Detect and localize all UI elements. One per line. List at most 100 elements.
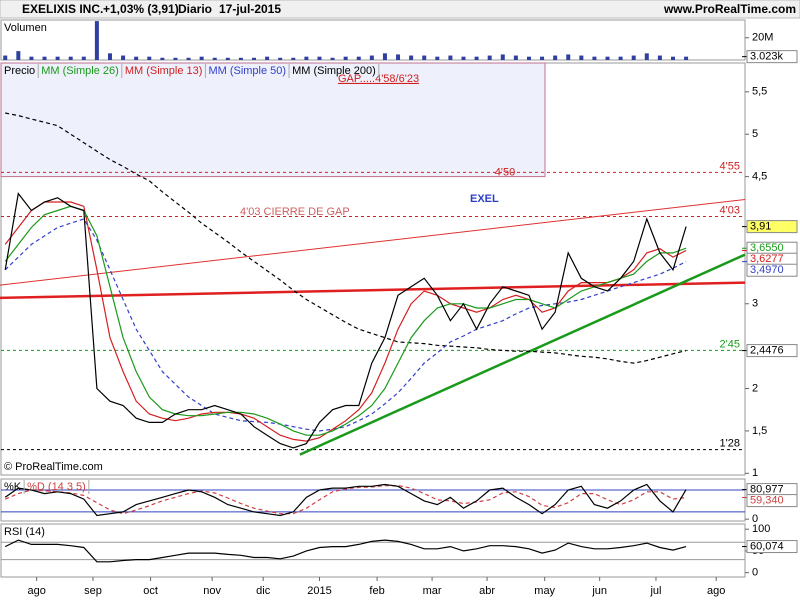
- value-tag: [746, 540, 798, 554]
- period: Diario: [178, 2, 212, 16]
- volume-bar: [670, 56, 675, 60]
- x-tick-label: oct: [143, 585, 158, 597]
- volume-bar: [94, 21, 99, 60]
- volume-bar: [212, 57, 217, 60]
- volume-bar: [566, 54, 571, 60]
- y-tick-label: 20M: [752, 32, 773, 44]
- x-tick-label: abr: [479, 585, 495, 597]
- series-line: [4, 205, 687, 436]
- series-line: [4, 483, 687, 517]
- value-tag-label: 60,074: [750, 540, 784, 552]
- volume-bar: [291, 57, 296, 60]
- y-tick-label: 100: [752, 523, 770, 535]
- panel-title: RSI (14): [4, 526, 45, 538]
- x-tick-label: dic: [256, 585, 271, 597]
- x-tick-label: sep: [84, 585, 102, 597]
- legend-entry: Precio: [4, 65, 35, 77]
- volume-bar: [55, 56, 60, 60]
- annotation: 4'03 CIERRE DE GAP: [240, 206, 350, 218]
- x-tick-label: ago: [707, 585, 725, 597]
- legend-entry: %K: [4, 481, 22, 493]
- volume-bar: [3, 55, 8, 60]
- legend-entry: MM (Simple 50): [208, 65, 286, 77]
- trend-line: [0, 281, 746, 300]
- volume-bar: [16, 51, 21, 60]
- value-tag-label: 3,4970: [750, 264, 784, 276]
- volume-bar: [474, 56, 479, 60]
- level-label: 2'45: [720, 338, 740, 350]
- volume-bar: [579, 55, 584, 60]
- level-label: 4'03: [720, 204, 740, 216]
- volume-bar: [265, 56, 270, 60]
- legend-entry: MM (Simple 13): [125, 65, 203, 77]
- y-tick-label: 3: [752, 298, 758, 310]
- annotation: © ProRealTime.com: [4, 461, 103, 473]
- volume-bar: [81, 56, 86, 60]
- volume-bar: [644, 53, 649, 60]
- volume-bar: [225, 57, 230, 60]
- volume-bar: [500, 54, 505, 60]
- gap-box: [0, 62, 546, 178]
- volume-bar: [356, 56, 361, 60]
- level-label: 4'55: [720, 160, 740, 172]
- gap-label: GAP.....4'58/6'23: [338, 73, 419, 85]
- legend-entry: %D (14 3 5): [27, 481, 86, 493]
- volume-bar: [382, 53, 387, 60]
- x-tick-label: jul: [649, 585, 661, 597]
- panel-title: Volumen: [4, 22, 47, 34]
- volume-bar: [461, 56, 466, 60]
- series-line: [4, 192, 687, 449]
- volume-bar: [238, 57, 243, 60]
- annotation: EXEL: [470, 193, 499, 205]
- volume-bar: [68, 56, 73, 60]
- volume-bar: [369, 55, 374, 60]
- volume-bar: [540, 56, 545, 60]
- volume-bar: [526, 56, 531, 60]
- volume-bar: [657, 55, 662, 60]
- volume-bar: [330, 57, 335, 60]
- stock-name: EXELIXIS INC.: [22, 2, 103, 16]
- volume-bar: [448, 55, 453, 60]
- site: www.ProRealTime.com: [663, 2, 796, 16]
- y-tick-label: 2: [752, 382, 758, 394]
- date: 17-jul-2015: [219, 2, 281, 16]
- volume-bar: [29, 56, 34, 60]
- volume-bar: [592, 56, 597, 60]
- volume-bar: [631, 55, 636, 60]
- y-tick-label: 1: [752, 467, 758, 479]
- value-tag: [746, 263, 798, 277]
- trend-line: [299, 253, 746, 456]
- level-label: 1'28: [720, 437, 740, 449]
- volume-bar: [317, 56, 322, 60]
- trend-line: [0, 198, 746, 286]
- value-tag-label: 3,6550: [750, 242, 784, 254]
- value-tag-label: 59,340: [750, 495, 784, 507]
- volume-bar: [422, 55, 427, 60]
- y-tick-label: 5: [752, 128, 758, 140]
- volume-bar: [199, 56, 204, 60]
- volume-bar: [173, 57, 178, 60]
- volume-bar: [107, 53, 112, 60]
- volume-bar: [435, 56, 440, 60]
- value-tag-label: 80,977: [750, 484, 784, 496]
- x-tick-label: mar: [423, 585, 442, 597]
- volume-bar: [134, 56, 139, 60]
- volume-bar: [553, 55, 558, 60]
- volume-bar: [409, 55, 414, 60]
- value-tag-label: 3,91: [750, 221, 771, 233]
- series-line: [5, 112, 687, 364]
- value-tag-label: 3,6277: [750, 253, 784, 265]
- x-tick-label: feb: [369, 585, 384, 597]
- volume-bar: [278, 57, 283, 60]
- header-bar: [0, 0, 800, 19]
- volume-bar: [147, 56, 152, 60]
- value-tag: [746, 344, 798, 358]
- series-line: [4, 539, 687, 563]
- value-tag-label: 3.023k: [750, 51, 784, 63]
- volume-bar: [684, 56, 689, 60]
- y-tick-label: 0: [752, 513, 758, 525]
- value-tag: [746, 494, 798, 508]
- x-tick-label: jun: [591, 585, 607, 597]
